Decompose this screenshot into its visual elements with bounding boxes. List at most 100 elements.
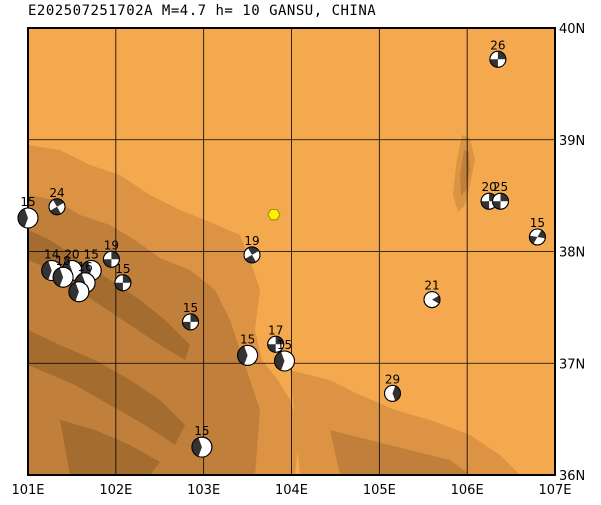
lat-tick-label: 36N xyxy=(559,469,585,484)
beachball-rim xyxy=(423,291,441,309)
beachball-rim xyxy=(182,313,199,331)
beachball-compression-quadrant xyxy=(267,344,276,353)
beachball-compression-quadrant xyxy=(497,51,506,60)
event-depth-label: 17 xyxy=(268,323,283,337)
event-depth-label: 26 xyxy=(490,38,505,52)
beachball-compression-quadrant xyxy=(275,336,284,345)
event-depth-label: 15 xyxy=(530,216,545,230)
event-depth-label: 19 xyxy=(244,234,259,248)
beachball-compression-quadrant xyxy=(122,274,131,283)
focal-mechanism-beachball xyxy=(68,281,90,303)
beachball-rim xyxy=(274,350,295,372)
lon-tick-labels: 101E 102E 103E 104E 105E 106E 107E xyxy=(11,483,571,498)
terrain-ridge-2 xyxy=(28,330,185,445)
lon-tick-label: 105E xyxy=(363,483,396,498)
event-depth-label: 15 xyxy=(20,195,35,209)
beachball-rim xyxy=(492,192,509,210)
beachball-rim xyxy=(68,281,90,303)
lat-tick-label: 37N xyxy=(559,357,585,372)
beachball-rim xyxy=(48,198,66,216)
beachball-rim xyxy=(114,274,132,292)
focal-mechanism-beachball: 15 xyxy=(114,262,132,292)
focal-mechanism-beachball: 19 xyxy=(243,234,261,264)
event-depth-label: 25 xyxy=(493,180,508,194)
lon-tick-label: 106E xyxy=(451,483,484,498)
beachball-compression-quadrant xyxy=(274,351,285,371)
beachball-compression-quadrant xyxy=(17,208,28,228)
beachball-compression-quadrant xyxy=(237,346,248,365)
beachball-compression-quadrant xyxy=(68,282,79,302)
focal-mechanism-beachball: 21 xyxy=(423,279,441,309)
event-depth-label: 18 xyxy=(55,254,70,268)
focal-mechanism-beachball: 18 xyxy=(52,254,74,288)
event-depth-label: 15 xyxy=(84,248,99,262)
terrain-southeast-hills-2 xyxy=(330,430,470,475)
beachball-compression-quadrant xyxy=(41,261,52,280)
focal-mechanism-beachball: 29 xyxy=(384,372,401,402)
beachball-compression-quadrant xyxy=(481,201,490,210)
lon-tick-label: 101E xyxy=(11,483,44,498)
focal-mechanism-beachball: 19 xyxy=(102,238,120,268)
event-depth-label: 15 xyxy=(277,338,292,352)
focal-mechanism-beachball: 15 xyxy=(237,332,259,366)
event-depth-label: 20 xyxy=(64,248,79,262)
beachball-compression-quadrant xyxy=(111,251,120,260)
beachball-compression-quadrant xyxy=(248,246,259,255)
event-depth-label: 29 xyxy=(385,372,400,386)
epicenter-hexagon xyxy=(267,208,281,221)
focal-mechanism-beachball: 15 xyxy=(528,216,546,246)
beachball-rim xyxy=(243,246,261,264)
event-depth-label: 15 xyxy=(183,301,198,315)
lat-tick-label: 38N xyxy=(559,246,585,261)
beachball-rim xyxy=(191,436,213,458)
lat-tick-label: 40N xyxy=(559,22,585,37)
lat-tick-label: 39N xyxy=(559,134,585,149)
beachball-compression-quadrant xyxy=(182,321,191,330)
event-depth-label: 15 xyxy=(194,424,209,438)
beachball-compression-quadrant xyxy=(53,267,64,287)
lon-tick-label: 107E xyxy=(538,483,571,498)
beachball-compression-quadrant xyxy=(191,437,202,457)
beachball-compression-quadrant xyxy=(103,259,112,268)
beachball-compression-quadrant xyxy=(114,282,123,291)
event-depth-label: 21 xyxy=(424,279,439,293)
lon-tick-label: 104E xyxy=(275,483,308,498)
focal-mechanism-beachball: 25 xyxy=(492,180,509,210)
map-title: E202507251702A M=4.7 h= 10 GANSU, CHINA xyxy=(28,3,377,19)
beachball-rim xyxy=(528,228,546,246)
beachball-rim xyxy=(267,335,285,353)
beachball-compression-quadrant xyxy=(392,385,401,401)
focal-mechanism-beachball: 26 xyxy=(489,38,507,68)
event-depth-label: 19 xyxy=(104,238,119,252)
lon-tick-label: 102E xyxy=(99,483,132,498)
beachball-compression-quadrant xyxy=(492,201,501,210)
beachball-rim xyxy=(384,384,401,402)
lon-tick-label: 103E xyxy=(187,483,220,498)
focal-mechanism-beachball: 17 xyxy=(267,323,285,353)
beachball-compression-quadrant xyxy=(245,254,256,263)
lat-tick-labels: 40N 39N 38N 37N 36N xyxy=(559,22,585,484)
focal-mechanism-beachball: 15 xyxy=(191,424,213,458)
beachball-rim xyxy=(17,207,39,229)
beachball-rim xyxy=(237,344,259,366)
event-depth-label: 14 xyxy=(44,248,59,262)
beachball-rim xyxy=(52,266,74,288)
map-frame xyxy=(27,27,556,476)
beachball-compression-quadrant xyxy=(489,59,498,68)
beachball-compression-quadrant xyxy=(190,313,199,322)
graticule xyxy=(28,28,555,475)
focal-mechanism-beachball: 15 xyxy=(182,301,199,331)
event-depth-label: 24 xyxy=(49,186,64,200)
beachball-compression-quadrant xyxy=(432,295,441,304)
epicenter-marker xyxy=(267,208,281,221)
focal-mechanism-beachball: 24 xyxy=(48,186,66,216)
event-depth-label: 16 xyxy=(77,260,92,274)
beachball-compression-quadrant xyxy=(50,206,61,215)
event-depth-label: 15 xyxy=(115,262,130,276)
focal-mechanism-beachball: 15 xyxy=(274,338,295,372)
beachball-rim xyxy=(102,250,120,268)
terrain-ridge-3 xyxy=(60,420,160,475)
beachball-rim xyxy=(489,50,507,68)
